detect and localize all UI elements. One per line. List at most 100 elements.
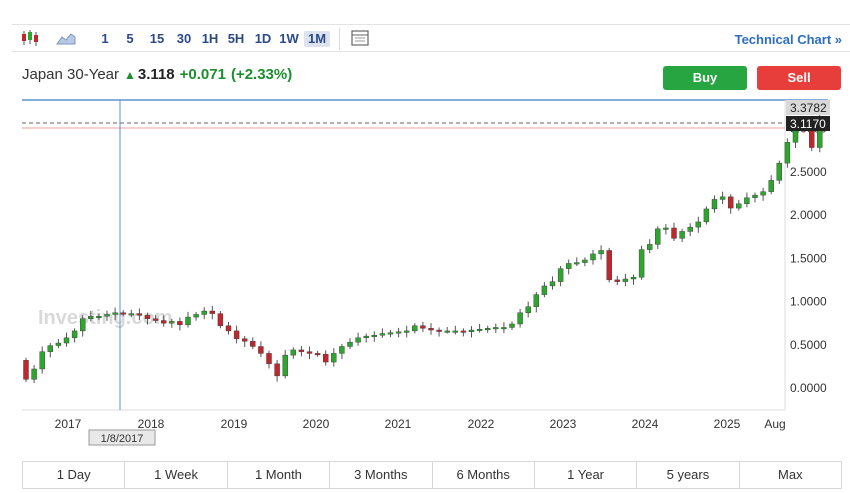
interval-15m-button[interactable]: 15 <box>149 31 165 46</box>
candle-body <box>728 196 734 209</box>
range-1-day-button[interactable]: 1 Day <box>23 462 126 488</box>
candle-body <box>233 330 240 339</box>
candle-body <box>347 341 353 347</box>
candle-body <box>395 331 402 334</box>
time-range-selector: 1 Day 1 Week 1 Month 3 Months 6 Months 1… <box>22 461 842 489</box>
candle-body <box>517 312 523 325</box>
candle-body <box>630 277 637 280</box>
candle-body <box>574 262 580 265</box>
candle-body <box>323 354 329 363</box>
candle-body <box>485 328 491 331</box>
candle-body <box>428 328 434 331</box>
candle-body <box>744 197 750 204</box>
candle-body <box>387 332 394 335</box>
candle-body <box>96 316 102 318</box>
candle-body <box>687 226 693 232</box>
candle-body <box>776 162 782 181</box>
candle-body <box>509 323 515 328</box>
candle-body <box>104 314 110 317</box>
sell-button[interactable]: Sell <box>757 66 841 90</box>
crosshair-date-label: 1/8/2017 <box>101 433 144 445</box>
candle-body <box>533 294 539 307</box>
price-chart[interactable]: Investing.com 0.0000 0.5000 1.0000 1.5000 2.0… <box>0 0 850 460</box>
candle-body <box>703 208 710 223</box>
candle-body <box>290 349 296 356</box>
candlestick-icon[interactable] <box>20 29 40 47</box>
candle-body <box>209 310 216 314</box>
candle-body <box>274 363 280 377</box>
range-max-button[interactable]: Max <box>778 467 803 482</box>
range-1-year-button[interactable]: 1 Year <box>535 462 638 488</box>
candle-body <box>71 330 78 339</box>
price-change-percent: (+2.33%) <box>230 66 293 83</box>
candle-body <box>590 253 596 261</box>
candle-body <box>355 337 361 343</box>
candle-body <box>622 278 629 282</box>
candle-body <box>768 180 774 192</box>
candle-body <box>217 313 224 326</box>
candle-body <box>412 325 418 332</box>
candle-body <box>566 263 572 269</box>
candle-body <box>185 316 191 326</box>
interval-1m-button[interactable]: 1 <box>101 31 109 46</box>
candle-body <box>404 330 410 333</box>
candle-body <box>663 227 669 230</box>
candle-body <box>298 349 305 352</box>
candle-body <box>39 351 45 370</box>
candle-body <box>598 250 604 255</box>
current-price-label: 3.1170 <box>790 117 826 131</box>
candle-body <box>679 231 685 239</box>
candle-body <box>23 360 29 380</box>
last-price: 3.118 <box>137 66 175 83</box>
candle-body <box>671 227 677 239</box>
table-view-icon[interactable] <box>350 29 370 47</box>
range-1-month-button[interactable]: 1 Month <box>228 462 331 488</box>
x-tick-label: 2020 <box>303 417 330 431</box>
candle-body <box>225 325 232 332</box>
chart-toolbar: 1 5 15 30 1H 5H 1D 1W 1M Technical Chart… <box>12 24 850 52</box>
candle-body <box>695 221 701 228</box>
interval-1d-button[interactable]: 1D <box>254 31 272 46</box>
candle-body <box>241 338 248 342</box>
candle-body <box>614 279 620 282</box>
candle-body <box>647 244 653 250</box>
interval-1h-button[interactable]: 1H <box>201 31 219 46</box>
candle-body <box>201 310 207 315</box>
x-tick-label: 2018 <box>138 417 165 431</box>
candle-body <box>444 330 450 333</box>
interval-1w-button[interactable]: 1W <box>279 31 299 46</box>
candle-body <box>79 318 86 332</box>
candle-body <box>541 285 548 295</box>
y-tick-label: 1.0000 <box>790 295 827 309</box>
candle-body <box>549 281 556 287</box>
buy-button[interactable]: Buy <box>663 66 747 90</box>
instrument-name: Japan 30-Year <box>22 66 120 83</box>
y-tick-label: 2.5000 <box>790 165 827 179</box>
interval-30m-button[interactable]: 30 <box>176 31 192 46</box>
interval-1mo-button[interactable]: 1M <box>304 31 330 47</box>
candle-body <box>258 346 264 354</box>
range-6-months-button[interactable]: 6 Months <box>433 462 535 488</box>
candle-body <box>144 315 151 319</box>
watermark-logo: Investing.com <box>38 307 172 329</box>
candle-body <box>193 314 199 318</box>
interval-5h-button[interactable]: 5H <box>227 31 245 46</box>
range-3-months-button[interactable]: 3 Months <box>330 462 433 488</box>
candle-body <box>711 199 718 210</box>
candle-body <box>314 353 321 356</box>
interval-5m-button[interactable]: 5 <box>126 31 134 46</box>
area-chart-icon[interactable] <box>56 29 76 47</box>
candle-body <box>476 328 483 331</box>
technical-chart-link[interactable]: Technical Chart » <box>734 32 842 47</box>
range-5-years-button[interactable]: 5 years <box>637 462 740 488</box>
candle-body <box>760 191 766 196</box>
range-1-week-button[interactable]: 1 Week <box>125 462 228 488</box>
price-change: +0.071 <box>179 66 226 83</box>
x-tick-label: 2024 <box>632 417 659 431</box>
y-tick-label: 0.5000 <box>790 338 827 352</box>
candle-body <box>128 313 135 316</box>
x-tick-label: 2022 <box>468 417 495 431</box>
candle-body <box>379 333 386 336</box>
candle-body <box>606 250 612 281</box>
candle-body <box>638 249 645 278</box>
